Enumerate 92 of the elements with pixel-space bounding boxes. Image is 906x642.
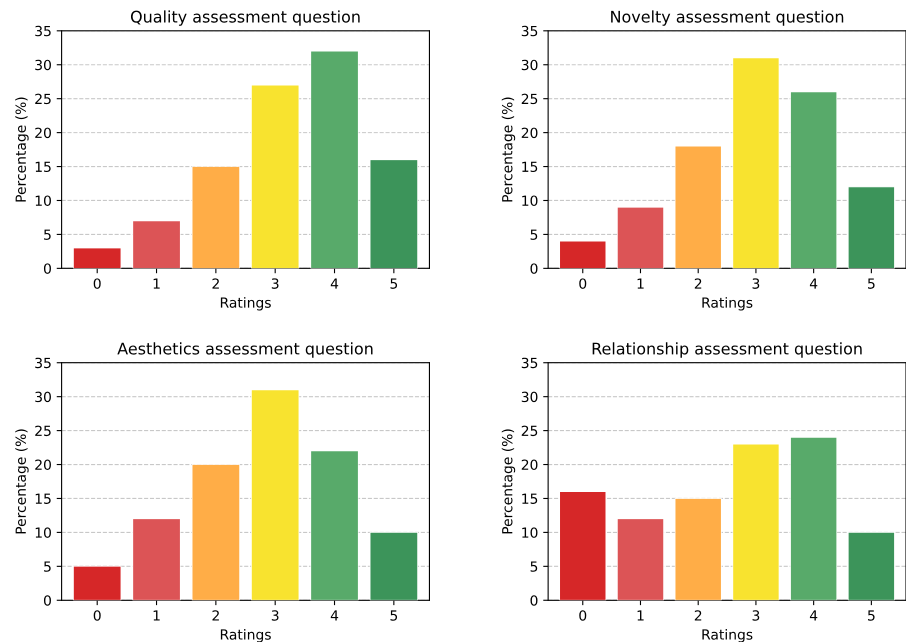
x-axis-title: Ratings: [702, 297, 752, 311]
y-tick-label: 30: [35, 392, 51, 402]
x-tick-label: 5: [868, 278, 875, 289]
x-tick-label: 0: [579, 278, 586, 289]
y-tick-label: 20: [35, 460, 51, 470]
bar: [251, 390, 300, 600]
x-tick-label: 2: [694, 278, 702, 289]
y-axis-title: Percentage (%): [502, 98, 516, 202]
y-tick-label: 15: [522, 494, 538, 504]
x-tick-label: 2: [212, 278, 219, 289]
bar: [559, 491, 606, 600]
y-tick-label: 25: [35, 426, 51, 436]
y-axis-title: Percentage (%): [15, 98, 29, 202]
y-tick-label: 25: [522, 94, 538, 104]
y-axis-title: Percentage (%): [15, 429, 29, 534]
bar: [132, 518, 181, 600]
y-tick-label: 15: [36, 162, 51, 172]
y-tick-label: 0: [530, 595, 538, 606]
chart-title: Quality assessment question: [130, 10, 360, 26]
bar: [848, 186, 895, 268]
x-tick-label: 1: [154, 610, 160, 621]
bar: [732, 58, 780, 268]
x-tick-label: 2: [694, 610, 702, 621]
x-tick-label: 5: [390, 278, 398, 289]
bar: [310, 50, 359, 268]
x-tick-label: 4: [330, 610, 338, 621]
y-tick-label: 10: [36, 195, 51, 206]
x-tick-label: 1: [638, 610, 644, 621]
x-tick-label: 4: [810, 610, 818, 621]
x-axis-title: Ratings: [702, 628, 752, 642]
bar: [732, 444, 780, 600]
y-tick-label: 20: [522, 460, 538, 470]
y-tick-label: 5: [44, 561, 51, 572]
x-tick-label: 3: [272, 610, 278, 621]
x-tick-label: 1: [638, 278, 644, 289]
x-tick-label: 4: [330, 278, 338, 289]
x-tick-label: 5: [390, 610, 398, 621]
y-tick-label: 0: [44, 263, 51, 274]
x-axis-title: Ratings: [220, 297, 271, 311]
x-tick-label: 0: [94, 610, 101, 621]
bar: [192, 464, 240, 600]
bar: [73, 566, 122, 600]
y-tick-label: 10: [522, 527, 538, 538]
bar: [848, 532, 895, 600]
x-tick-label: 3: [752, 278, 760, 289]
bar: [790, 437, 838, 600]
y-tick-label: 30: [522, 60, 538, 70]
bar: [73, 248, 122, 268]
bar: [559, 240, 606, 268]
chart-title: Novelty assessment question: [611, 10, 844, 26]
y-tick-label: 30: [35, 60, 51, 70]
x-tick-label: 5: [868, 610, 875, 621]
bar: [370, 159, 418, 268]
y-tick-label: 35: [522, 26, 538, 36]
x-tick-label: 2: [212, 610, 219, 621]
x-tick-label: 3: [752, 610, 760, 621]
y-tick-label: 25: [35, 94, 51, 104]
bar: [132, 220, 181, 268]
bar: [790, 92, 838, 268]
y-tick-label: 15: [36, 494, 51, 504]
bar: [674, 498, 722, 600]
bar: [674, 146, 722, 268]
chart-title: Relationship assessment question: [592, 342, 862, 358]
y-tick-label: 35: [35, 26, 51, 36]
y-tick-label: 5: [530, 561, 538, 572]
y-tick-label: 0: [44, 595, 51, 606]
x-axis-title: Ratings: [220, 628, 271, 642]
y-axis-title: Percentage (%): [502, 429, 516, 534]
bar: [617, 206, 664, 268]
bar: [251, 84, 300, 268]
chart-title: Aesthetics assessment question: [117, 342, 372, 358]
bar: [192, 166, 240, 268]
y-tick-label: 5: [530, 230, 538, 240]
y-tick-label: 5: [44, 230, 51, 240]
y-tick-label: 20: [522, 128, 538, 138]
y-tick-label: 35: [522, 358, 538, 368]
y-tick-label: 10: [36, 527, 51, 538]
y-tick-label: 35: [35, 358, 51, 368]
bar: [370, 532, 418, 600]
x-tick-label: 3: [272, 278, 278, 289]
x-tick-label: 4: [810, 278, 818, 289]
y-tick-label: 0: [530, 263, 538, 274]
x-tick-label: 1: [154, 278, 160, 289]
y-tick-label: 30: [522, 392, 538, 402]
y-tick-label: 10: [522, 195, 538, 206]
bar: [617, 518, 664, 600]
bar: [310, 450, 359, 600]
x-tick-label: 0: [94, 278, 101, 289]
y-tick-label: 25: [522, 426, 538, 436]
y-tick-label: 20: [35, 128, 51, 138]
y-tick-label: 15: [522, 162, 538, 172]
x-tick-label: 0: [579, 610, 586, 621]
